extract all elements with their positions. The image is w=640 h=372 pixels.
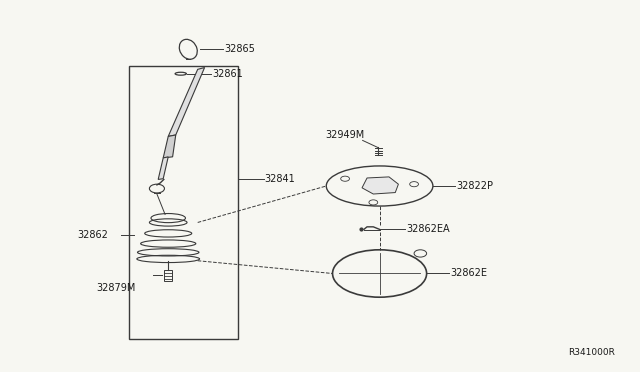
Text: 32861: 32861 (212, 69, 243, 79)
Polygon shape (163, 135, 176, 158)
Bar (129, 66, 239, 339)
Text: 32841: 32841 (265, 174, 296, 184)
Text: R341000R: R341000R (568, 348, 615, 357)
Text: 32879M: 32879M (96, 283, 136, 293)
Text: 32865: 32865 (224, 44, 255, 54)
Text: 32949M: 32949M (325, 130, 364, 140)
Text: 32822P: 32822P (456, 181, 493, 191)
Bar (164, 270, 172, 281)
Text: 32862E: 32862E (450, 269, 487, 279)
Text: 32862EA: 32862EA (406, 224, 449, 234)
Polygon shape (168, 68, 205, 137)
Text: 32862: 32862 (77, 230, 108, 240)
Polygon shape (362, 177, 398, 194)
Polygon shape (158, 157, 168, 179)
